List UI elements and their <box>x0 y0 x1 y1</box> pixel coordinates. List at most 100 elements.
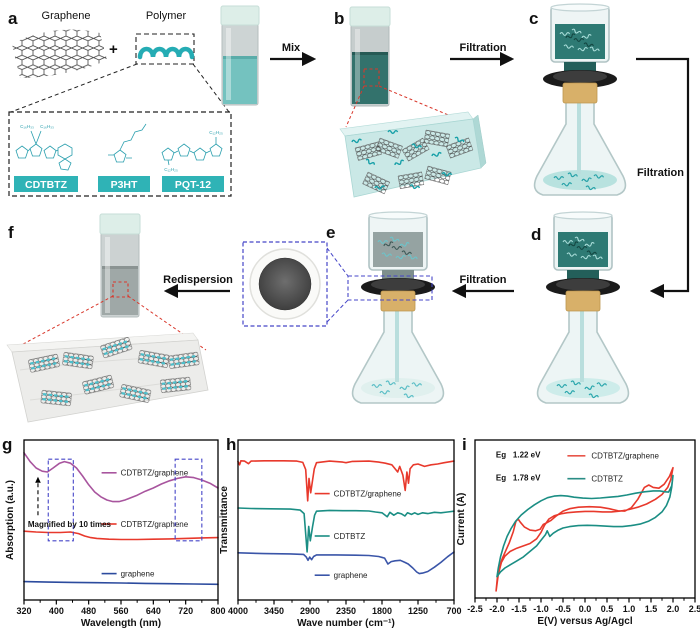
redispersion-step: Redispersion <box>163 274 233 299</box>
badge-p3ht <box>98 176 150 192</box>
p3ht-structure <box>108 123 147 163</box>
badge-pqt12-label: PQT-12 <box>175 179 211 191</box>
dispersion-slab-b <box>339 111 487 198</box>
panel-letter-d: d <box>531 225 541 244</box>
filtration-apparatus-d <box>538 212 629 403</box>
series-line <box>237 507 455 553</box>
panel-f: f <box>6 213 209 423</box>
panel-e: e <box>242 212 444 403</box>
eg-label: Eg <box>496 450 506 459</box>
panel-b: b <box>334 6 487 198</box>
graphene-label: Graphene <box>42 10 91 22</box>
vial-f <box>99 213 141 318</box>
series-line <box>237 551 455 575</box>
series-label: graphene <box>334 571 368 580</box>
x-tick-label: 2350 <box>336 606 356 616</box>
graphene-membrane <box>258 257 312 311</box>
cdtbtz-side-chain-label: C₁₆H₃₃ <box>40 124 54 129</box>
x-axis-title: Wavelength (nm) <box>81 618 161 629</box>
y-axis-title: Current (A) <box>456 493 467 546</box>
axis-box <box>474 439 696 599</box>
x-tick-label: 800 <box>210 606 225 616</box>
x-tick-label: 2900 <box>300 606 320 616</box>
x-tick-label: 320 <box>16 606 31 616</box>
x-tick-label: -1.5 <box>511 604 527 614</box>
badge-p3ht-label: P3HT <box>111 179 138 191</box>
vial-f-liquid <box>102 266 138 315</box>
zoom-box-f <box>112 281 129 298</box>
graphene-sheet-illustration <box>12 29 107 78</box>
mix-label: Mix <box>282 42 301 54</box>
filtration-apparatus-e <box>353 212 444 403</box>
redispersed-slab-f <box>6 332 209 423</box>
x-tick-label: 1.0 <box>623 604 636 614</box>
series-label: CDTBTZ/graphene <box>334 489 402 498</box>
panel-letter-i: i <box>462 435 467 454</box>
pqt12-structure: C₁₂H₂₅ C₁₂H₂₅ <box>161 130 223 172</box>
filtration-step-top: Filtration <box>450 42 515 67</box>
chart-cv: i -2.5 -2.0 -1.5 -1.0 -0.5 0.0 0.5 1.0 1.5 2.0 2.5… <box>456 435 700 627</box>
pqt12-side-chain-label: C₁₂H₂₅ <box>209 130 223 135</box>
x-axis-title: E(V) versus Ag/Agcl <box>537 616 632 627</box>
panel-d: d <box>531 212 628 403</box>
filtration-step-middle: Filtration <box>451 274 514 299</box>
series-line <box>237 459 455 502</box>
series-line <box>23 451 219 503</box>
x-tick-label: -2.5 <box>467 604 483 614</box>
vial-b-liquid <box>352 52 388 104</box>
x-tick-label: -0.5 <box>555 604 571 614</box>
badge-cdtbtz-label: CDTBTZ <box>25 179 68 191</box>
cdtbtz-structure: C₁₆H₃₃ C₁₆H₃₃ <box>15 124 73 171</box>
filtration-apparatus-c <box>535 4 626 195</box>
x-tick-label: 560 <box>113 606 128 616</box>
polymer-label: Polymer <box>146 10 187 22</box>
x-tick-label: 1250 <box>408 606 428 616</box>
x-tick-label: 0.5 <box>601 604 614 614</box>
eg-label: Eg <box>496 473 506 482</box>
x-tick-label: 480 <box>81 606 96 616</box>
chart-absorption: g CDTBTZ/graphene CDTBTZ/graphene graphene… <box>2 435 226 629</box>
polymer-badges: CDTBTZ P3HT PQT-12 <box>14 176 224 192</box>
panel-letter-b: b <box>334 9 344 28</box>
filtration-step-right: Filtration <box>636 57 690 299</box>
highlight-box <box>47 458 74 542</box>
x-tick-label: 2.5 <box>689 604 700 614</box>
series-label: CDTBTZ/graphene <box>121 520 189 529</box>
x-tick-label: 2.0 <box>667 604 680 614</box>
plus-sign: + <box>109 41 118 58</box>
vial-b-meniscus <box>352 52 388 55</box>
x-tick-label: 1.5 <box>645 604 658 614</box>
series-label: CDTBTZ <box>334 532 366 541</box>
chart-ftir: h CDTBTZ/graphene CDTBTZ graphene 4000 3450 2… <box>219 435 462 629</box>
eg-value: 1.22 eV <box>513 450 541 459</box>
badge-pqt12 <box>162 176 224 192</box>
pqt12-side-chain-label: C₁₂H₂₅ <box>164 167 178 172</box>
membrane-zoom-box <box>347 275 433 301</box>
series-label: CDTBTZ/graphene <box>121 469 189 478</box>
membrane-inset-lines <box>326 247 349 323</box>
panel-letter-f: f <box>8 223 14 242</box>
membrane-inset <box>242 241 349 327</box>
magnified-annotation: Magnified by 10 times <box>28 520 112 529</box>
x-tick-label: 400 <box>49 606 64 616</box>
legend-label: CDTBTZ <box>591 475 623 484</box>
vial-a <box>220 5 260 106</box>
x-tick-label: 720 <box>178 606 193 616</box>
vial-b <box>349 6 391 107</box>
panel-letter-h: h <box>226 435 236 454</box>
panel-c: c <box>529 4 625 195</box>
redispersion-label: Redispersion <box>163 274 233 286</box>
series-line <box>23 530 219 541</box>
x-tick-label: 3450 <box>264 606 284 616</box>
annotation-arrowhead <box>35 476 41 483</box>
polymer-dashed-box <box>135 33 195 65</box>
vial-a-cap <box>220 5 260 26</box>
x-tick-label: 0.0 <box>579 604 592 614</box>
vial-a-liquid <box>223 56 257 104</box>
membrane-inset-box <box>242 241 328 327</box>
badge-cdtbtz <box>14 176 78 192</box>
vial-f-meniscus <box>102 266 138 269</box>
y-axis-title: Absorption (a.u.) <box>5 480 16 560</box>
series-line <box>495 466 674 592</box>
